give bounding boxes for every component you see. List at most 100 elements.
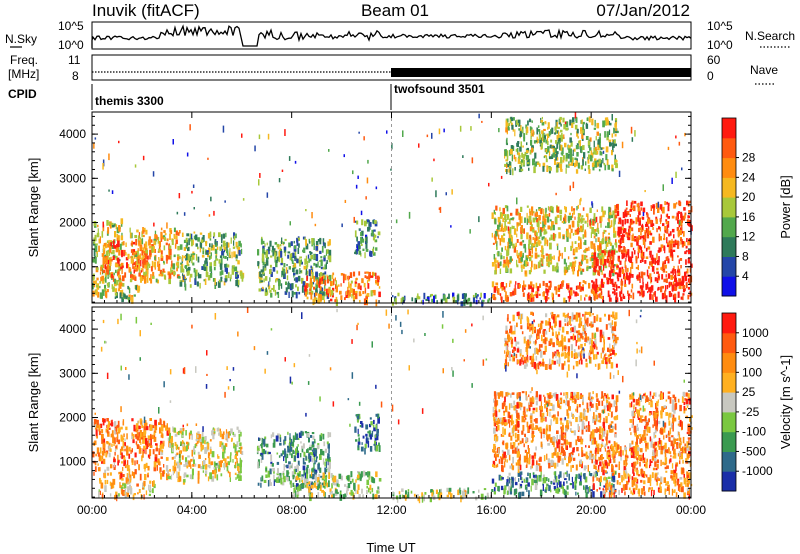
velocity-echo-cell [195, 438, 199, 442]
power-echo-cell [359, 299, 361, 303]
velocity-echo-cell [219, 441, 223, 447]
velocity-echo-cell [156, 465, 158, 471]
velocity-echo-cell [226, 433, 228, 440]
velocity-echo-cell [257, 459, 260, 466]
power-echo-cell [624, 218, 626, 225]
velocity-echo-cell [362, 435, 365, 439]
power-echo-cell [299, 256, 302, 259]
power-echo-cell [175, 230, 178, 236]
velocity-echo-cell [549, 411, 551, 417]
power-echo-cell [499, 212, 503, 219]
velocity-echo-cell [569, 441, 572, 448]
power-echo-cell [120, 221, 123, 227]
power-echo-cell [556, 134, 560, 140]
power-echo-cell [131, 251, 135, 256]
power-echo-cell [584, 231, 587, 238]
power-echo-cell [163, 274, 166, 280]
power-echo-cell [507, 164, 510, 168]
power-echo-cell [225, 232, 227, 238]
velocity-echo-cell [257, 445, 260, 450]
power-echo-cell [500, 175, 503, 179]
velocity-echo-cell [569, 406, 571, 411]
velocity-echo-cell [216, 427, 220, 432]
power-echo-cell [357, 283, 361, 290]
velocity-echo-cell [109, 448, 112, 452]
velocity-echo-cell [165, 465, 169, 472]
power-echo-cell [364, 271, 366, 274]
velocity-echo-cell [279, 434, 282, 440]
velocity-echo-cell [578, 453, 580, 457]
power-echo-cell [310, 254, 313, 260]
power-echo-cell [656, 271, 659, 274]
power-echo-cell [266, 242, 268, 246]
power-echo-cell [663, 278, 667, 283]
power-echo-cell [227, 272, 230, 279]
power-echo-cell [561, 147, 564, 155]
power-echo-cell [521, 152, 523, 158]
velocity-echo-cell [135, 423, 139, 430]
velocity-echo-cell [178, 464, 181, 472]
velocity-echo-cell [318, 481, 321, 484]
power-echo-cell [509, 256, 512, 263]
power-echo-cell [450, 225, 452, 228]
velocity-echo-cell [294, 455, 296, 462]
velocity-echo-cell [361, 488, 363, 494]
power-echo-cell [177, 256, 180, 261]
power-echo-cell [307, 283, 310, 287]
velocity-echo-cell [421, 495, 424, 503]
power-echo-cell [656, 227, 658, 233]
power-echo-cell [677, 291, 680, 298]
velocity-echo-cell [123, 459, 126, 467]
velocity-echo-cell [99, 447, 102, 454]
velocity-echo-cell [293, 488, 295, 494]
power-echo-cell [344, 297, 346, 301]
velocity-echo-cell [611, 483, 614, 486]
power-echo-cell [624, 284, 627, 287]
power-echo-cell [542, 165, 545, 172]
power-echo-cell [534, 140, 538, 143]
power-echo-cell [158, 273, 162, 277]
velocity-echo-cell [260, 444, 262, 447]
power-echo-cell [478, 113, 480, 119]
power-echo-cell [179, 244, 183, 250]
power-echo-cell [435, 190, 437, 198]
power-echo-cell [118, 235, 120, 242]
power-echo-cell [517, 141, 520, 144]
power-echo-cell [293, 272, 296, 276]
power-echo-cell [569, 119, 572, 126]
power-echo-cell [502, 212, 504, 216]
power-echo-cell [585, 255, 588, 258]
velocity-echo-cell [160, 425, 164, 432]
power-echo-cell [274, 289, 277, 296]
velocity-echo-cell [98, 491, 100, 498]
velocity-echo-cell [283, 464, 286, 471]
power-echo-cell [331, 274, 334, 280]
power-echo-cell [538, 208, 541, 211]
power-echo-cell [599, 216, 602, 224]
power-echo-cell [281, 237, 283, 244]
power-colorbar-swatch [722, 177, 736, 198]
power-echo-cell [96, 232, 100, 238]
velocity-echo-cell [117, 420, 120, 428]
power-echo-cell [606, 242, 609, 247]
power-echo-cell [677, 211, 680, 214]
velocity-echo-cell [236, 474, 239, 479]
power-echo-cell [685, 259, 687, 265]
velocity-echo-cell [313, 453, 316, 458]
velocity-echo-cell [582, 473, 585, 477]
velocity-echo-cell [200, 445, 202, 452]
power-echo-cell [372, 248, 374, 254]
power-echo-cell [177, 246, 180, 251]
power-echo-cell [541, 116, 543, 120]
velocity-echo-cell [155, 443, 158, 446]
power-echo-cell [681, 167, 683, 171]
velocity-echo-cell [131, 458, 134, 463]
nsearch-label: N.Search [745, 29, 795, 43]
velocity-echo-cell [197, 464, 201, 469]
power-echo-cell [605, 243, 607, 250]
velocity-echo-cell [346, 490, 348, 496]
power-echo-cell [594, 287, 597, 294]
power-echo-cell [565, 157, 568, 162]
velocity-echo-cell [314, 480, 316, 483]
power-echo-cell [686, 268, 689, 274]
